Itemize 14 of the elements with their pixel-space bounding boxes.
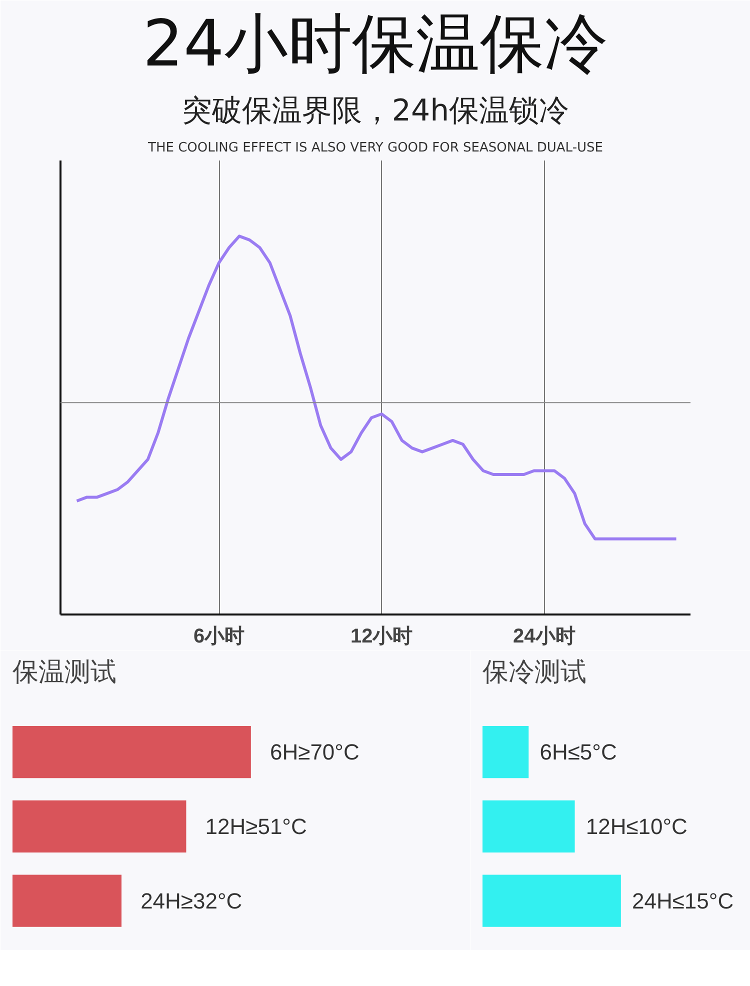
x-tick-label: 24小时	[513, 626, 576, 648]
x-tick-label: 6小时	[193, 626, 245, 648]
chart-title: 24小时保温保冷	[142, 8, 608, 82]
text: THE COOLING EFFECT IS ALSO VERY GOOD FOR SEASONAL DUAL-USE	[147, 140, 604, 156]
data-label: 12H≤10°C	[586, 814, 688, 839]
chart-title: 保冷测试	[482, 658, 586, 688]
data-label: 24H≤15°C	[632, 888, 734, 914]
chart-subtitle: 突破保温界限，24h保温锁冷	[182, 94, 570, 128]
data-label: 6H≥70°C	[270, 740, 360, 765]
data-label: 6H≤5°C	[540, 740, 617, 765]
chart-title: 保温测试	[12, 658, 116, 688]
data-label: 12H≥51°C	[205, 814, 307, 839]
x-tick-label: 12小时	[350, 626, 413, 648]
data-label: 24H≥32°C	[140, 888, 242, 914]
